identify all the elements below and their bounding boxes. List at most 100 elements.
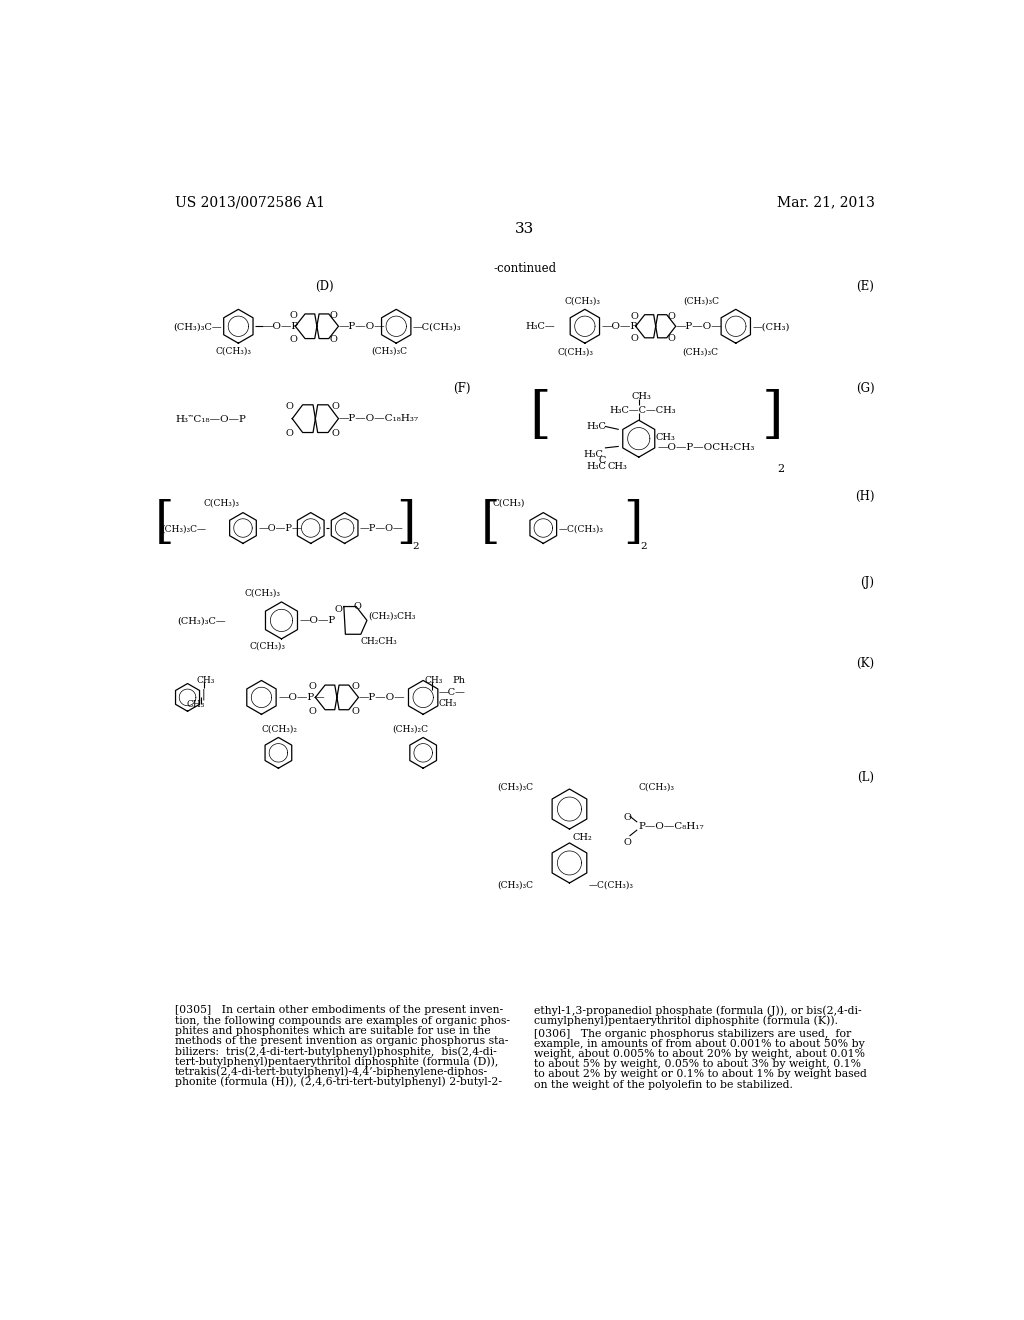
- Text: -continued: -continued: [494, 263, 556, 276]
- Text: O: O: [290, 335, 298, 345]
- Text: —O—P: —O—P: [300, 615, 336, 624]
- Text: H₃C: H₃C: [587, 462, 606, 471]
- Text: (CH₃)₃C: (CH₃)₃C: [497, 781, 534, 791]
- Text: H₃‷C₁₈—O—P: H₃‷C₁₈—O—P: [175, 414, 246, 424]
- Text: Ph: Ph: [453, 676, 465, 685]
- Text: C(CH₃)₃: C(CH₃)₃: [245, 589, 281, 597]
- Text: C(CH₃)₃: C(CH₃)₃: [558, 348, 594, 356]
- Text: O: O: [353, 602, 361, 611]
- Text: (F): (F): [453, 381, 470, 395]
- Text: (L): (L): [857, 771, 874, 784]
- Text: C(CH₃)₃: C(CH₃)₃: [639, 781, 675, 791]
- Text: —P—O—: —P—O—: [676, 322, 722, 330]
- Text: C(CH₃)₃: C(CH₃)₃: [215, 346, 251, 355]
- Text: [: [: [481, 499, 501, 548]
- Text: (G): (G): [856, 381, 874, 395]
- Text: US 2013/0072586 A1: US 2013/0072586 A1: [175, 195, 326, 210]
- Text: —P—O—: —P—O—: [339, 322, 385, 330]
- Text: (CH₂)₃CH₃: (CH₂)₃CH₃: [369, 611, 416, 620]
- Text: (E): (E): [856, 280, 874, 293]
- Text: CH₃: CH₃: [186, 701, 205, 709]
- Text: P—O—C₈H₁₇: P—O—C₈H₁₇: [639, 822, 705, 832]
- Text: [: [: [156, 499, 175, 548]
- Text: —(CH₃): —(CH₃): [753, 322, 791, 331]
- Text: (CH₃)₃C: (CH₃)₃C: [683, 297, 720, 306]
- Text: —C(CH₃)₃: —C(CH₃)₃: [559, 524, 604, 533]
- Text: O: O: [351, 706, 359, 715]
- Text: phites and phosphonites which are suitable for use in the: phites and phosphonites which are suitab…: [175, 1026, 490, 1036]
- Text: ]: ]: [624, 499, 643, 548]
- Text: (CH₃)₂C: (CH₃)₂C: [392, 725, 428, 734]
- Text: O: O: [290, 312, 298, 319]
- Text: —O—P—: —O—P—: [258, 524, 302, 533]
- Text: CH₃: CH₃: [608, 462, 628, 471]
- Text: —O—P: —O—P: [602, 322, 638, 330]
- Text: O: O: [624, 813, 631, 822]
- Text: |: |: [202, 688, 205, 700]
- Text: ]: ]: [396, 499, 416, 548]
- Text: 2: 2: [640, 543, 647, 550]
- Text: [0305]   In certain other embodiments of the present inven-: [0305] In certain other embodiments of t…: [175, 1006, 504, 1015]
- Text: —P—O—: —P—O—: [358, 693, 406, 702]
- Text: O: O: [330, 335, 338, 345]
- Text: O: O: [668, 334, 675, 343]
- Text: (CH₃)₃C—: (CH₃)₃C—: [173, 322, 221, 331]
- Text: (D): (D): [315, 280, 334, 293]
- Text: C(CH₃)₃: C(CH₃)₃: [250, 642, 286, 651]
- Text: methods of the present invention as organic phosphorus sta-: methods of the present invention as orga…: [175, 1036, 509, 1045]
- Text: [: [: [529, 389, 551, 444]
- Text: cumylphenyl)pentaerythritol diphosphite (formula (K)).: cumylphenyl)pentaerythritol diphosphite …: [535, 1015, 838, 1026]
- Text: on the weight of the polyolefin to be stabilized.: on the weight of the polyolefin to be st…: [535, 1080, 793, 1089]
- Text: weight, about 0.005% to about 20% by weight, about 0.01%: weight, about 0.005% to about 20% by wei…: [535, 1049, 865, 1059]
- Text: (CH₃)₃C—: (CH₃)₃C—: [177, 616, 225, 626]
- Text: (K): (K): [856, 657, 874, 671]
- Text: H₃C—C—CH₃: H₃C—C—CH₃: [609, 407, 676, 416]
- Text: 2: 2: [413, 543, 419, 550]
- Text: O: O: [351, 682, 359, 690]
- Text: bilizers:  tris(2,4-di-tert-butylphenyl)phosphite,  bis(2,4-di-: bilizers: tris(2,4-di-tert-butylphenyl)p…: [175, 1045, 497, 1056]
- Text: (H): (H): [855, 490, 874, 503]
- Text: —C(CH₃)₃: —C(CH₃)₃: [589, 880, 634, 890]
- Text: 2: 2: [777, 465, 784, 474]
- Text: Mar. 21, 2013: Mar. 21, 2013: [776, 195, 874, 210]
- Text: C(CH₃)₃: C(CH₃)₃: [564, 297, 600, 306]
- Text: CH₃: CH₃: [631, 392, 651, 401]
- Text: (J): (J): [860, 576, 874, 589]
- Text: [0306]   The organic phosphorus stabilizers are used,  for: [0306] The organic phosphorus stabilizer…: [535, 1028, 851, 1039]
- Text: O: O: [332, 401, 339, 411]
- Text: —C(CH₃)₃: —C(CH₃)₃: [413, 322, 461, 331]
- Text: O: O: [624, 837, 631, 846]
- Text: H₃C—: H₃C—: [525, 322, 555, 331]
- Text: (CH₃)₃C: (CH₃)₃C: [497, 880, 534, 890]
- Text: CH₂CH₃: CH₂CH₃: [360, 638, 397, 647]
- Text: —P—O—: —P—O—: [360, 524, 403, 533]
- Text: O: O: [308, 706, 316, 715]
- Text: —P—O—C₁₈H₃₇: —P—O—C₁₈H₃₇: [339, 414, 419, 422]
- Text: CH₃: CH₃: [655, 433, 676, 441]
- Text: O: O: [630, 313, 638, 321]
- Text: H₃C: H₃C: [584, 450, 603, 459]
- Text: (CH₃)₃C: (CH₃)₃C: [371, 346, 407, 355]
- Text: O: O: [668, 313, 675, 321]
- Text: CH₂: CH₂: [572, 833, 592, 842]
- Text: C(CH₃): C(CH₃): [493, 499, 525, 508]
- Text: O: O: [330, 312, 338, 319]
- Text: H₃C: H₃C: [587, 422, 606, 430]
- Text: —O—P—: —O—P—: [279, 693, 325, 702]
- Text: 33: 33: [515, 222, 535, 235]
- Text: to about 5% by weight, 0.05% to about 3% by weight, 0.1%: to about 5% by weight, 0.05% to about 3%…: [535, 1059, 861, 1069]
- Text: ]: ]: [762, 389, 783, 444]
- Text: —C—: —C—: [438, 688, 466, 697]
- Text: —O—P—OCH₂CH₃: —O—P—OCH₂CH₃: [657, 444, 755, 453]
- Text: to about 2% by weight or 0.1% to about 1% by weight based: to about 2% by weight or 0.1% to about 1…: [535, 1069, 867, 1080]
- Text: O: O: [630, 334, 638, 343]
- Text: O: O: [308, 682, 316, 690]
- Text: C: C: [599, 455, 606, 465]
- Text: tetrakis(2,4-di-tert-butylphenyl)-4,4’-biphenylene-diphos-: tetrakis(2,4-di-tert-butylphenyl)-4,4’-b…: [175, 1067, 488, 1077]
- Text: C(CH₃)₃: C(CH₃)₃: [204, 499, 240, 508]
- Text: O: O: [335, 605, 342, 614]
- Text: CH₃: CH₃: [197, 676, 215, 685]
- Text: CH₃: CH₃: [425, 676, 443, 685]
- Text: O: O: [286, 429, 293, 438]
- Text: C(CH₃)₂: C(CH₃)₂: [261, 725, 297, 734]
